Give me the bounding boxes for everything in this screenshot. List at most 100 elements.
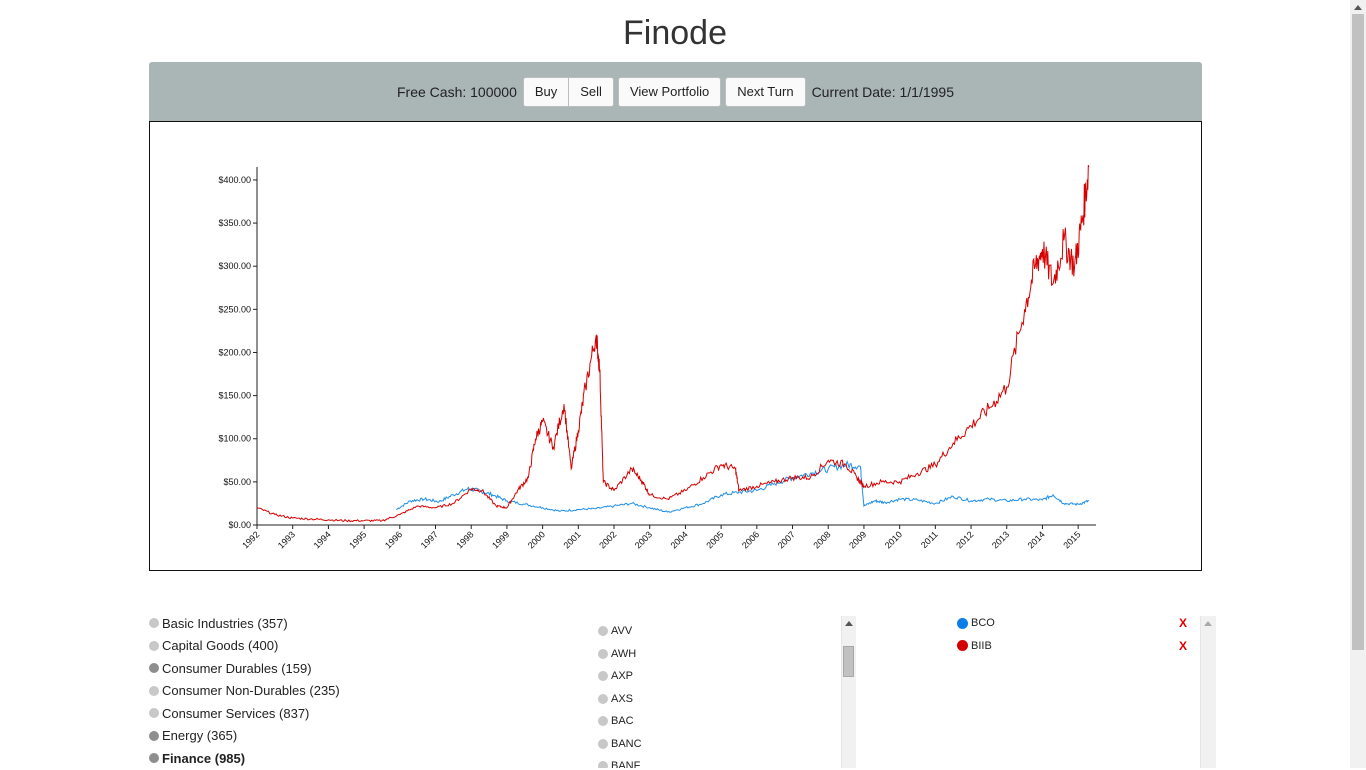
x-tick-label: 2004: [669, 529, 690, 550]
x-tick-label: 2005: [704, 529, 725, 550]
x-tick-label: 2009: [847, 529, 868, 550]
stock-list: AVV AWH AXP AXS BAC BANC BANF: [598, 620, 841, 768]
page-scrollbar[interactable]: [1350, 0, 1366, 768]
sector-label: Consumer Services (837): [162, 705, 310, 721]
page-title: Finode: [623, 14, 727, 52]
scroll-up-icon[interactable]: [1204, 621, 1212, 626]
x-tick-label: 2003: [633, 529, 654, 550]
buy-sell-group: Buy Sell: [522, 76, 614, 107]
stock-dot-icon: [598, 761, 608, 768]
sector-dot-icon: [149, 708, 159, 719]
stock-dot-icon: [598, 693, 608, 704]
x-tick-label: 2006: [740, 529, 761, 550]
remove-stock-button[interactable]: X: [1179, 638, 1188, 653]
stock-list-scrollbar[interactable]: [841, 616, 856, 768]
sector-item[interactable]: Basic Industries (357): [149, 612, 549, 635]
x-tick-label: 2014: [1026, 529, 1047, 550]
stock-ticker: AXP: [611, 670, 634, 683]
selected-stocks-list: BCO X BIIB X: [957, 612, 1197, 657]
stock-item[interactable]: BAC: [598, 710, 841, 733]
x-tick-label: 1997: [419, 529, 440, 550]
scroll-up-icon[interactable]: [845, 621, 853, 626]
x-tick-label: 2001: [561, 529, 582, 550]
sector-dot-icon: [149, 753, 159, 764]
x-tick-label: 1999: [490, 529, 511, 550]
next-turn-button[interactable]: Next Turn: [725, 76, 806, 107]
x-tick-label: 2013: [990, 529, 1011, 550]
sector-label: Capital Goods (400): [162, 638, 279, 654]
y-tick-label: $50.00: [223, 477, 251, 487]
y-tick-label: $150.00: [218, 391, 251, 401]
x-tick-label: 1998: [454, 529, 475, 550]
stock-ticker: AXS: [611, 692, 634, 705]
scroll-up-icon[interactable]: [1354, 5, 1362, 10]
price-chart: $0.00 $50.00 $100.00 $150.00 $200.00 $250.00 $…: [149, 121, 1202, 571]
stock-item[interactable]: BANF: [598, 755, 841, 768]
series-color-icon: [957, 617, 968, 629]
x-tick-label: 1996: [383, 529, 404, 550]
selected-stock-item: BCO X: [957, 612, 1197, 635]
sell-button[interactable]: Sell: [569, 76, 614, 107]
current-date-label: Current Date: 1/1/1995: [811, 83, 954, 100]
x-tick-label: 2002: [597, 529, 618, 550]
y-tick-label: $100.00: [218, 434, 251, 444]
stock-dot-icon: [598, 648, 608, 659]
sector-item[interactable]: Consumer Services (837): [149, 702, 549, 725]
selected-ticker: BIIB: [971, 639, 992, 652]
selected-ticker: BCO: [971, 617, 995, 630]
stock-dot-icon: [598, 738, 608, 749]
sector-label: Consumer Non-Durables (235): [162, 683, 340, 699]
remove-stock-button[interactable]: X: [1179, 616, 1188, 631]
x-tick-label: 2011: [919, 529, 940, 550]
stock-ticker: BAC: [611, 715, 634, 728]
free-cash-label: Free Cash: 100000: [397, 83, 517, 100]
stock-item[interactable]: AVV: [598, 620, 841, 643]
stock-ticker: AWH: [611, 647, 637, 660]
selected-stock-item: BIIB X: [957, 635, 1197, 658]
y-tick-label: $250.00: [218, 304, 251, 314]
scroll-thumb[interactable]: [843, 646, 854, 677]
series-line-bco: [395, 459, 1090, 513]
view-portfolio-button[interactable]: View Portfolio: [617, 76, 722, 107]
buy-button[interactable]: Buy: [522, 76, 570, 107]
stock-dot-icon: [598, 716, 608, 727]
sector-label: Finance (985): [162, 750, 246, 766]
x-tick-label: 1995: [347, 529, 368, 550]
sector-list: Basic Industries (357) Capital Goods (400…: [149, 612, 549, 770]
sector-label: Consumer Durables (159): [162, 660, 312, 676]
x-tick-label: 2000: [526, 529, 547, 550]
stock-ticker: BANF: [611, 760, 641, 768]
stock-item[interactable]: AXP: [598, 665, 841, 688]
series-line-biib: [256, 165, 1090, 523]
page-scroll-thumb[interactable]: [1352, 14, 1364, 650]
x-tick-label: 2007: [776, 529, 797, 550]
price-chart-svg: $0.00 $50.00 $100.00 $150.00 $200.00 $250.00 $…: [218, 165, 1096, 551]
stock-dot-icon: [598, 626, 608, 637]
stock-item[interactable]: BANC: [598, 733, 841, 756]
sector-item[interactable]: Consumer Durables (159): [149, 657, 549, 680]
sector-item[interactable]: Finance (985): [149, 747, 549, 770]
stock-item[interactable]: AWH: [598, 643, 841, 666]
stock-item[interactable]: AXS: [598, 688, 841, 711]
sector-dot-icon: [149, 618, 159, 629]
stock-ticker: BANC: [611, 737, 642, 750]
toolbar: Free Cash: 100000 Buy Sell View Portfoli…: [149, 62, 1202, 121]
sector-label: Energy (365): [162, 728, 238, 744]
y-tick-label: $400.00: [218, 175, 251, 185]
sector-dot-icon: [149, 640, 159, 651]
x-tick-label: 2010: [883, 529, 904, 550]
stock-dot-icon: [598, 671, 608, 682]
series-color-icon: [957, 640, 968, 652]
y-tick-label: $0.00: [228, 520, 251, 530]
y-tick-label: $200.00: [218, 347, 251, 357]
x-tick-label: 1993: [276, 529, 297, 550]
x-tick-label: 2015: [1061, 529, 1082, 550]
selected-list-scrollbar[interactable]: [1200, 616, 1216, 768]
sector-item[interactable]: Capital Goods (400): [149, 635, 549, 658]
y-tick-label: $350.00: [218, 218, 251, 228]
sector-item[interactable]: Consumer Non-Durables (235): [149, 680, 549, 703]
x-tick-label: 1992: [240, 529, 261, 550]
y-tick-label: $300.00: [218, 261, 251, 271]
sector-item[interactable]: Energy (365): [149, 725, 549, 748]
sector-label: Basic Industries (357): [162, 615, 288, 631]
